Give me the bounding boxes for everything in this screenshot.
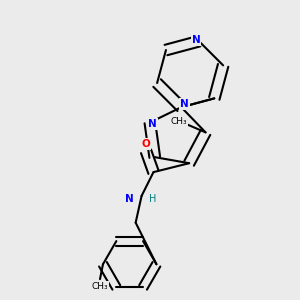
Text: CH₃: CH₃ (92, 282, 108, 291)
Text: N: N (125, 194, 134, 204)
Text: O: O (142, 139, 150, 149)
Text: N: N (192, 35, 200, 45)
Text: H: H (149, 194, 156, 204)
Text: N: N (148, 119, 157, 129)
Text: N: N (180, 99, 189, 109)
Text: CH₃: CH₃ (170, 118, 187, 127)
